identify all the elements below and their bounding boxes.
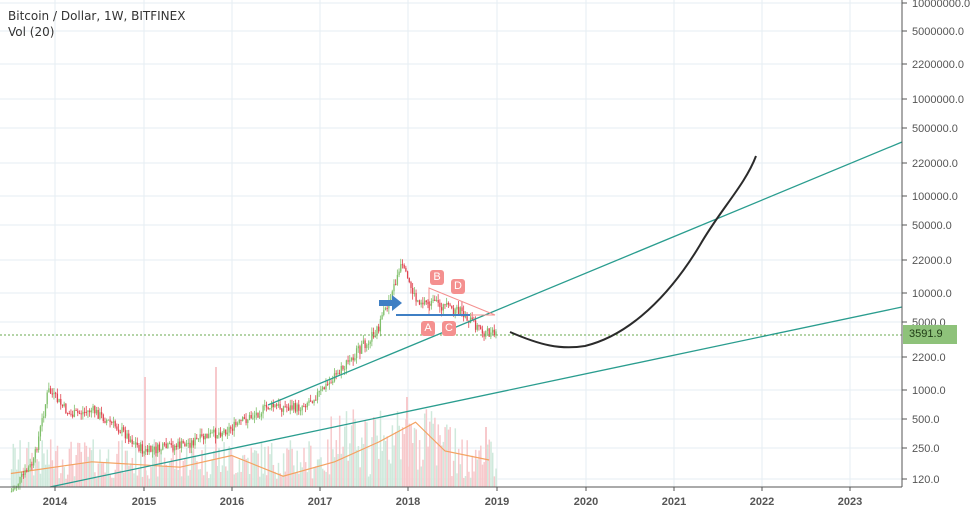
x-tick-label: 2014	[43, 496, 68, 508]
last-price-badge: 3591.9	[903, 325, 957, 344]
y-tick-label: 1000.0	[912, 385, 946, 397]
chart-legend: Bitcoin / Dollar, 1W, BITFINEX Vol (20)	[8, 8, 185, 40]
x-tick-label: 2022	[750, 496, 774, 508]
y-tick-label: 50000.0	[912, 220, 952, 232]
y-tick-label: 2200000.0	[912, 59, 964, 71]
pattern-label-b[interactable]: B	[430, 270, 444, 285]
indicator-label[interactable]: Vol (20)	[8, 25, 55, 39]
volume-ma-line	[10, 421, 490, 477]
pattern-label-d[interactable]: D	[451, 279, 465, 294]
y-tick-label: 10000.0	[912, 288, 952, 300]
grid-lines	[0, 0, 902, 487]
y-tick-label: 500000.0	[912, 123, 958, 135]
pattern-label-a[interactable]: A	[421, 321, 435, 336]
y-tick-label: 120.0	[912, 474, 940, 486]
y-tick-label: 22000.0	[912, 255, 952, 267]
x-tick-label: 2017	[308, 496, 332, 508]
x-tick-label: 2018	[396, 496, 420, 508]
y-tick-label: 5000000.0	[912, 26, 964, 38]
pattern-label-c[interactable]: C	[442, 321, 456, 336]
y-tick-label: 100000.0	[912, 191, 958, 203]
drawings-layer	[0, 141, 903, 488]
symbol-title: Bitcoin / Dollar, 1W, BITFINEX	[8, 9, 186, 23]
price-candles	[10, 258, 497, 493]
y-tick-label: 220000.0	[912, 158, 958, 170]
y-tick-label: 10000000.0	[912, 0, 970, 10]
y-tick-label: 250.0	[912, 443, 940, 455]
x-tick-label: 2016	[220, 496, 244, 508]
x-tick-label: 2020	[574, 496, 598, 508]
volume-bars	[10, 367, 497, 487]
y-tick-label: 1000000.0	[912, 94, 964, 106]
y-tick-label: 2200.0	[912, 352, 946, 364]
x-tick-label: 2015	[132, 496, 156, 508]
x-tick-label: 2021	[662, 496, 686, 508]
y-tick-label: 500.0	[912, 414, 940, 426]
x-tick-label: 2023	[838, 496, 862, 508]
x-tick-label: 2019	[485, 496, 509, 508]
